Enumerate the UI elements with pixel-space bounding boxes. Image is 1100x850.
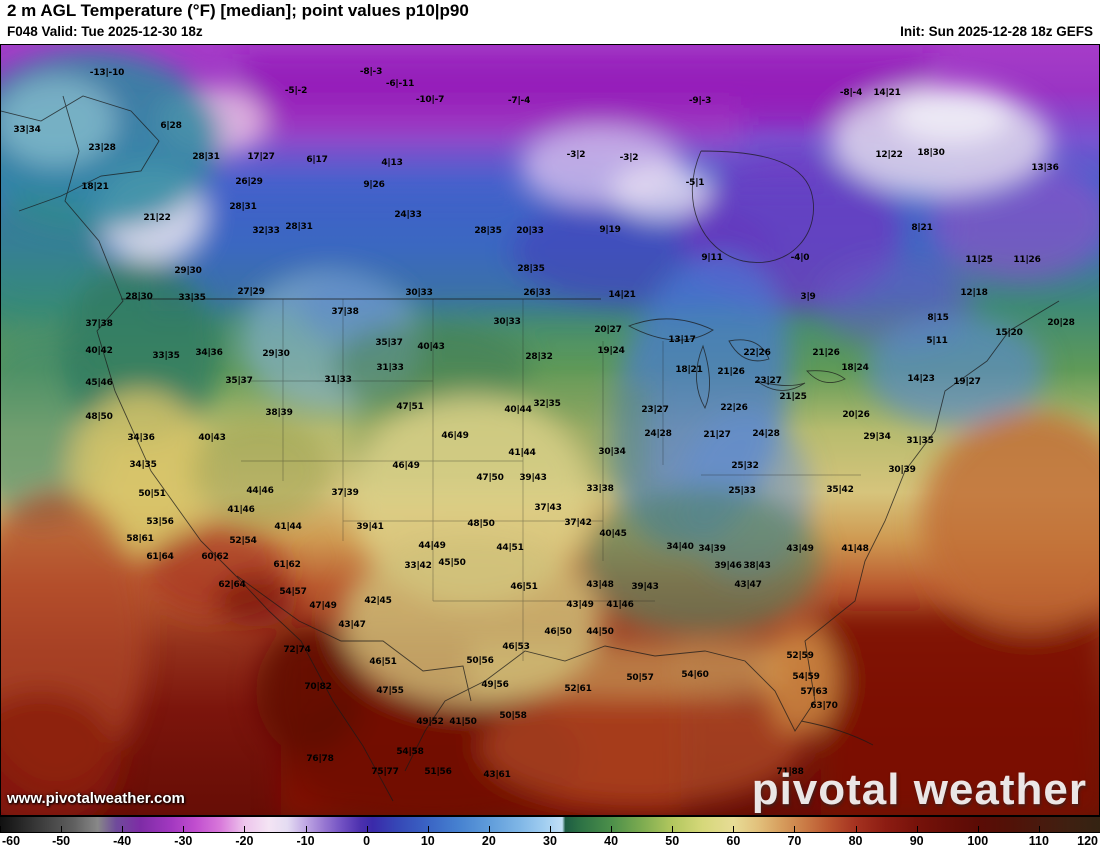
colorbar-tick (611, 826, 613, 833)
colorbar-tick (794, 826, 796, 833)
temperature-field (1, 45, 1099, 815)
colorbar-tick (1038, 826, 1040, 833)
map-title: 2 m AGL Temperature (°F) [median]; point… (7, 1, 469, 20)
state-borders (241, 299, 861, 661)
colorbar-tick (733, 826, 735, 833)
colorbar-tick-label: 90 (909, 834, 924, 848)
colorbar-tick-label: 120 (1077, 834, 1098, 848)
colorbar-tick (61, 826, 63, 833)
colorbar-tick-label: -30 (174, 834, 193, 848)
colorbar-tick-label: 50 (665, 834, 680, 848)
colorbar-tick (427, 826, 429, 833)
colorbar-gradient (0, 816, 1100, 833)
colorbar-tick-label: 60 (726, 834, 741, 848)
colorbar-tick-label: 110 (1028, 834, 1049, 848)
map-header: 2 m AGL Temperature (°F) [median]; point… (0, 0, 1100, 44)
colorbar-tick-label: 100 (967, 834, 989, 848)
colorbar-tick (366, 826, 368, 833)
colorbar-tick-label: 10 (420, 834, 435, 848)
init-time: Init: Sun 2025-12-28 18z GEFS (900, 24, 1093, 39)
colorbar-tick (122, 826, 124, 833)
colorbar-tick-label: 20 (481, 834, 496, 848)
temperature-colorbar: -60 -50 -40 -30 -20 -10 0 10 20 30 40 50 60 70 80 90 100… (0, 816, 1100, 850)
valid-time: F048 Valid: Tue 2025-12-30 18z (7, 24, 203, 39)
pivotalweather-logo: pivotal weather (751, 765, 1087, 814)
colorbar-tick (672, 826, 674, 833)
colorbar-tick-label: 80 (848, 834, 863, 848)
colorbar-tick (0, 826, 1, 833)
colorbar-tick (977, 826, 979, 833)
colorbar-tick-label: -50 (52, 834, 71, 848)
colorbar-tick-label: 0 (363, 834, 371, 848)
colorbar-tick (550, 826, 551, 833)
temperature-map: www.pivotalweather.com pivotal weather (0, 44, 1100, 816)
colorbar-tick (855, 826, 857, 833)
colorbar-tick-label: -60 (2, 834, 21, 848)
map-borders (1, 95, 1060, 802)
colorbar-tick-label: 70 (787, 834, 802, 848)
colorbar-tick (488, 826, 490, 833)
colorbar-tick (916, 826, 918, 833)
colorbar-tick-label: 40 (604, 834, 619, 848)
colorbar-tick (183, 826, 185, 833)
colorbar-tick (305, 826, 307, 833)
colorbar-tick (244, 826, 246, 833)
colorbar-tick-label: -40 (113, 834, 132, 848)
colorbar-tick-label: -10 (296, 834, 315, 848)
colorbar-tick-label: -20 (235, 834, 254, 848)
colorbar-tick-label: 30 (543, 834, 557, 848)
temperature-shading (1, 51, 1099, 815)
watermark-url: www.pivotalweather.com (7, 790, 185, 807)
